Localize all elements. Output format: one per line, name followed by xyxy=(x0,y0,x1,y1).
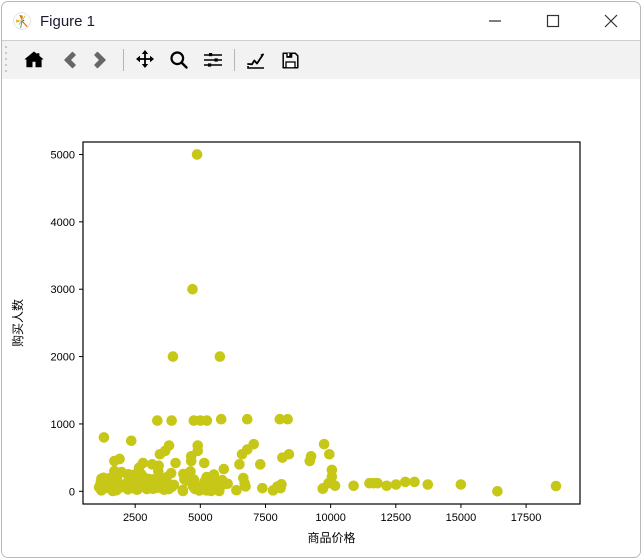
svg-text:5000: 5000 xyxy=(51,149,75,161)
svg-text:1000: 1000 xyxy=(51,419,75,431)
svg-text:15000: 15000 xyxy=(446,512,477,524)
svg-text:3000: 3000 xyxy=(51,284,75,296)
svg-text:17500: 17500 xyxy=(511,512,542,524)
svg-text:4000: 4000 xyxy=(51,217,75,229)
svg-text:5000: 5000 xyxy=(188,512,212,524)
svg-text:0: 0 xyxy=(69,486,75,498)
svg-text:商品价格: 商品价格 xyxy=(307,530,355,545)
svg-text:12500: 12500 xyxy=(380,512,411,524)
svg-text:7500: 7500 xyxy=(253,512,277,524)
svg-text:2500: 2500 xyxy=(123,512,147,524)
svg-text:10000: 10000 xyxy=(315,512,346,524)
svg-text:购买人数: 购买人数 xyxy=(10,299,25,347)
svg-text:2000: 2000 xyxy=(51,352,75,364)
